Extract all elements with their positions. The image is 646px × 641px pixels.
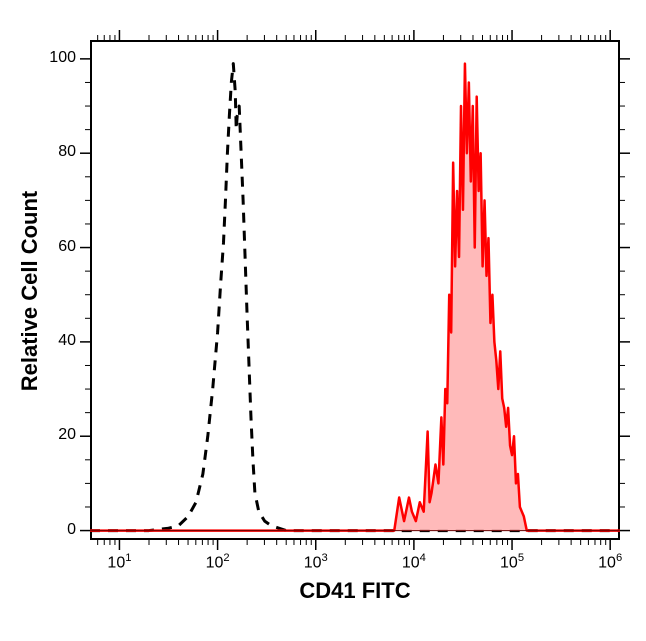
flow-cytometry-histogram: Relative Cell Count CD41 FITC xyxy=(0,0,646,641)
x-tick-label: 103 xyxy=(296,552,336,572)
x-tick-label: 101 xyxy=(99,552,139,572)
x-tick-label: 106 xyxy=(590,552,630,572)
y-tick-label: 60 xyxy=(58,238,76,256)
x-tick-label: 104 xyxy=(394,552,434,572)
y-tick-label: 100 xyxy=(49,49,76,67)
y-tick-label: 80 xyxy=(58,143,76,161)
y-tick-label: 0 xyxy=(67,521,76,539)
x-tick-label: 105 xyxy=(492,552,532,572)
y-tick-label: 40 xyxy=(58,332,76,350)
x-tick-label: 102 xyxy=(198,552,238,572)
chart-svg xyxy=(0,0,646,641)
y-tick-label: 20 xyxy=(58,426,76,444)
